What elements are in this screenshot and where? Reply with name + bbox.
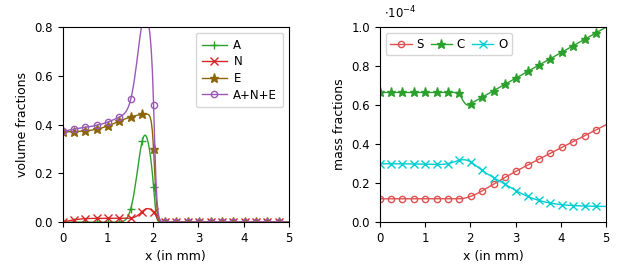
E [199, 221, 206, 224]
Line: A: A [59, 131, 293, 226]
E [72, 130, 80, 133]
S [602, 123, 610, 126]
S [583, 133, 591, 136]
N [101, 217, 108, 220]
N [202, 221, 210, 224]
S [389, 197, 397, 201]
Line: O: O [376, 156, 610, 210]
S [436, 197, 444, 201]
Y-axis label: mass fractions: mass fractions [332, 79, 346, 170]
N [268, 221, 276, 224]
O [602, 205, 610, 208]
A+N+E [276, 221, 284, 224]
C [592, 31, 600, 34]
A+N+E [68, 128, 76, 131]
A [119, 220, 127, 223]
O [459, 158, 466, 161]
O [376, 162, 383, 165]
A+N+E [285, 221, 292, 224]
C [376, 91, 383, 94]
Line: E: E [58, 109, 294, 227]
Line: A+N+E: A+N+E [59, 11, 292, 225]
O [418, 162, 426, 166]
E [101, 125, 108, 129]
C [389, 91, 397, 94]
A [268, 221, 276, 224]
Text: $\cdot10^{-4}$: $\cdot10^{-4}$ [384, 5, 417, 21]
X-axis label: x (in mm): x (in mm) [462, 250, 523, 263]
Line: S: S [376, 121, 609, 202]
S [385, 197, 392, 201]
A+N+E [202, 221, 210, 224]
N [276, 221, 284, 224]
S [591, 129, 599, 132]
A+N+E [268, 221, 276, 224]
Line: C: C [375, 22, 611, 109]
A [285, 221, 292, 224]
E [268, 221, 276, 224]
O [592, 205, 600, 208]
N [68, 219, 76, 222]
Legend: A, N, E, A+N+E: A, N, E, A+N+E [196, 33, 283, 107]
N [119, 217, 127, 220]
C [418, 91, 426, 94]
A [68, 221, 76, 224]
X-axis label: x (in mm): x (in mm) [146, 250, 206, 263]
E [276, 221, 284, 224]
A+N+E [142, 12, 149, 15]
A [59, 221, 66, 224]
Legend: S, C, O: S, C, O [386, 33, 512, 56]
C [602, 25, 610, 29]
A [141, 134, 148, 137]
C [584, 36, 592, 39]
A+N+E [59, 130, 66, 133]
O [436, 163, 444, 166]
N [59, 220, 66, 223]
Y-axis label: volume fractions: volume fractions [16, 72, 29, 177]
S [418, 197, 426, 201]
N [144, 207, 152, 210]
E [119, 118, 127, 121]
C [464, 104, 471, 107]
E [59, 130, 66, 133]
E [142, 112, 149, 116]
C [385, 91, 392, 94]
S [376, 197, 383, 201]
O [584, 205, 592, 208]
C [436, 91, 444, 94]
A [193, 221, 201, 224]
A [72, 221, 80, 224]
E [285, 221, 292, 224]
A+N+E [119, 113, 127, 117]
O [389, 162, 397, 165]
A+N+E [72, 127, 80, 130]
N [72, 218, 80, 221]
Line: N: N [59, 205, 293, 226]
A [101, 221, 108, 224]
A+N+E [101, 121, 108, 125]
E [68, 130, 76, 133]
A [276, 221, 284, 224]
O [385, 162, 392, 165]
N [285, 221, 292, 224]
